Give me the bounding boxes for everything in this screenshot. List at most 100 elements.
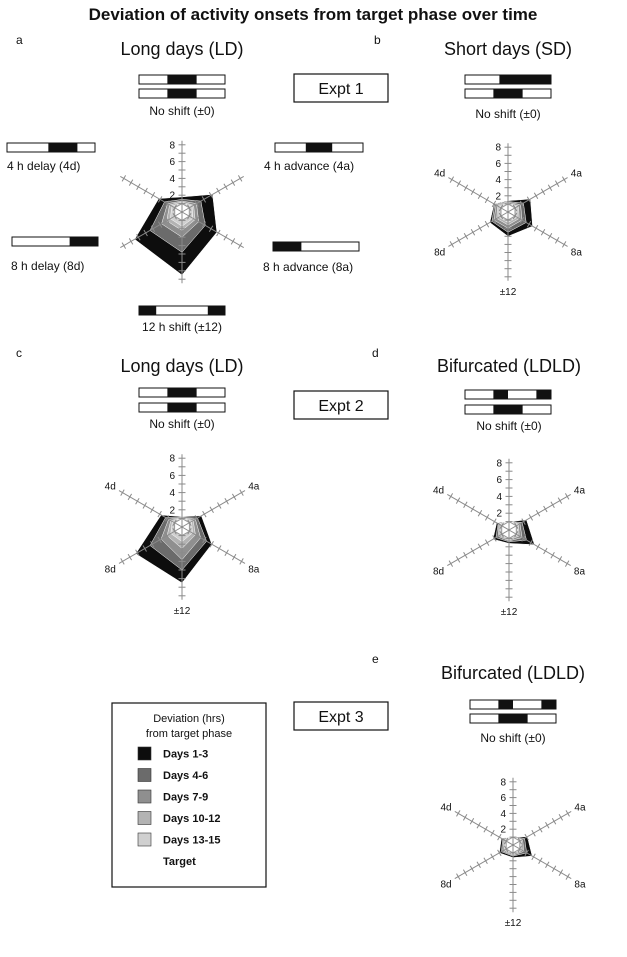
axis-tick [484, 220, 490, 228]
axis-tick [540, 188, 546, 196]
dark-phase-segment [48, 143, 78, 152]
axis-tick [491, 200, 497, 208]
radar-axis [512, 844, 572, 880]
axis-tick [150, 191, 156, 199]
axis-tick [551, 865, 557, 872]
legend-frame [111, 702, 267, 888]
tick-label: 4 [169, 174, 175, 185]
axis-tick [492, 518, 497, 525]
axis-tick [172, 212, 177, 220]
axis-tick [550, 501, 555, 509]
axis-tick [519, 200, 525, 208]
tick-label: 8 [169, 454, 175, 465]
axis-tick [456, 873, 461, 880]
axis-tick [545, 821, 550, 829]
dark-phase-segment [541, 700, 556, 709]
axis-label-8d: 8d [105, 564, 116, 575]
tick-label: 8 [500, 777, 506, 788]
axis-tick [503, 837, 509, 845]
radar-panel-d: d Bifurcated (LDLD) 2 4 6 8 No shift (±0) 4a 8a 8… [372, 346, 585, 618]
axis-tick [477, 192, 483, 200]
axis-label-8a: 8a [574, 880, 586, 891]
axis-tick [535, 509, 541, 517]
axis-tick [526, 196, 532, 204]
axis-tick [517, 845, 523, 853]
axis-label-8d: 8 h delay (8d) [11, 259, 84, 273]
axis-label-8d: 8d [434, 247, 445, 258]
tick-label: 4 [495, 175, 501, 186]
legend-swatch [137, 789, 152, 804]
axis-label-top: No shift (±0) [476, 419, 541, 433]
expt-3-label: Expt 3 [293, 701, 389, 731]
dark-phase-segment [167, 388, 197, 397]
axis-tick [519, 216, 525, 224]
radar-panel-a: a Long days (LD) 2 4 6 8 No shift (±0) 4 h dela… [6, 33, 364, 334]
axis-tick [456, 237, 462, 244]
axis-tick [143, 229, 148, 237]
axis-tick [187, 528, 192, 535]
axis-label-8a: 8 h advance (8a) [263, 260, 353, 274]
axis-tick [565, 873, 570, 880]
panel-title: Bifurcated (LDLD) [437, 356, 581, 376]
radar-axis [512, 810, 572, 846]
axis-tick [165, 217, 170, 224]
radar-axis [181, 211, 244, 249]
axis-tick [484, 539, 490, 546]
axis-label-4d: 4d [433, 485, 444, 496]
axis-tick [449, 176, 455, 183]
axis-tick [492, 535, 497, 542]
axis-tick [135, 497, 140, 505]
axis-tick [157, 196, 163, 203]
axis-tick [224, 549, 229, 557]
axis-tick [463, 501, 468, 509]
axis-label-4a: 4a [248, 482, 260, 493]
axis-tick [157, 536, 162, 544]
tick-label: 8 [495, 143, 501, 154]
axis-tick [538, 825, 543, 833]
dark-phase-segment [273, 242, 302, 251]
radar-axis [454, 810, 514, 846]
axis-tick [564, 493, 570, 500]
legend-item-label: Target [163, 856, 196, 868]
axis-tick [524, 849, 529, 857]
dark-phase-segment [493, 405, 523, 414]
axis-tick [187, 204, 192, 212]
axis-tick [547, 233, 553, 240]
axis-tick [449, 241, 455, 248]
dark-phase-segment [536, 390, 551, 399]
axis-tick [514, 522, 519, 530]
expt-2-label: Expt 2 [293, 390, 389, 420]
axis-tick [194, 532, 200, 539]
radar-panel-e: e Bifurcated (LDLD) 2 4 6 8 No shift (±0) 4a 8a 8… [372, 652, 586, 929]
axis-tick [448, 493, 454, 500]
axis-tick [202, 536, 207, 544]
axis-tick [528, 539, 534, 546]
tick-label: 6 [500, 793, 506, 804]
radar-axis [120, 211, 183, 249]
dark-phase-segment [493, 89, 523, 98]
axis-tick [490, 829, 495, 837]
dark-phase-segment [139, 306, 157, 315]
axis-label-top: No shift (±0) [149, 417, 214, 431]
tick-label: 6 [169, 471, 175, 482]
legend-item-label: Days 13-15 [163, 835, 221, 847]
legend-item-label: Days 10-12 [163, 813, 221, 825]
axis-tick [543, 547, 548, 555]
axis-tick [120, 489, 125, 496]
axis-tick [194, 217, 199, 224]
panel-title: Long days (LD) [120, 356, 243, 376]
panel-letter: d [372, 346, 379, 360]
axis-tick [172, 528, 177, 535]
axis-tick [208, 191, 214, 199]
radar-panels: a Long days (LD) 2 4 6 8 No shift (±0) 4 h dela… [6, 33, 586, 929]
axis-label-8d: 8d [433, 567, 444, 578]
axis-tick [165, 200, 170, 207]
radar-axis [507, 211, 568, 247]
axis-tick [136, 233, 141, 241]
axis-tick [231, 493, 237, 501]
axis-tick [484, 514, 490, 521]
axis-tick [172, 204, 177, 212]
axis-tick [526, 220, 532, 228]
axis-tick [209, 506, 214, 514]
dark-phase-segment [167, 89, 197, 98]
